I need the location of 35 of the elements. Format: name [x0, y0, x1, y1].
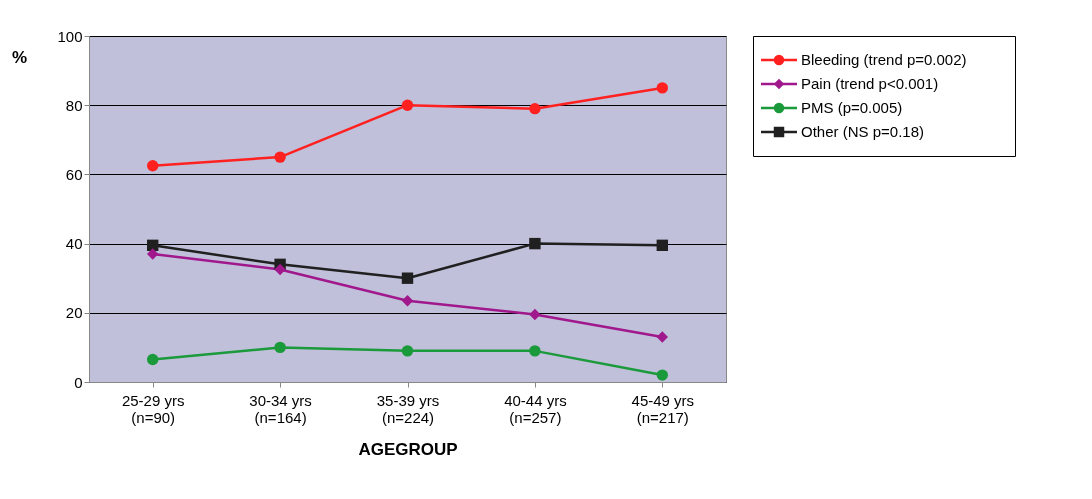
x-tick-label: 40-44 yrs (n=257) [504, 391, 567, 426]
point [529, 345, 541, 357]
x-tick-label: 25-29 yrs (n=90) [121, 391, 185, 426]
x-tick-label: 45-49 yrs (n=217) [631, 391, 695, 426]
point [147, 353, 159, 366]
legend-label: PMS (p=0.005) [801, 99, 903, 116]
point [274, 341, 286, 354]
point [401, 99, 414, 111]
y-tick-label: 20 [65, 304, 83, 322]
y-axis-title: % [11, 47, 28, 67]
legend-label: Other (NS p=0.18) [801, 123, 924, 140]
point [401, 294, 414, 307]
y-tick-label: 80 [65, 96, 83, 114]
point [656, 331, 668, 343]
y-tick-label: 60 [65, 165, 83, 183]
x-tick-label: 30-34 yrs (n=164) [249, 391, 312, 426]
x-axis-title: AGEGROUP [358, 439, 458, 459]
point [529, 308, 541, 321]
point [529, 102, 541, 115]
y-tick-label: 40 [65, 235, 83, 253]
point [147, 248, 159, 260]
legend-label: Bleeding (trend p=0.002) [801, 51, 967, 68]
point [656, 239, 668, 252]
point [401, 272, 414, 284]
x-tick-label: 35-39 yrs (n=224) [376, 391, 440, 426]
y-tick-label: 100 [57, 27, 83, 45]
legend-label: Pain (trend p<0.001) [801, 75, 939, 92]
point [274, 151, 286, 163]
point [656, 369, 668, 381]
point [529, 237, 541, 250]
point [401, 345, 414, 357]
y-tick-label: 0 [74, 373, 83, 391]
point [147, 160, 159, 172]
point [656, 82, 668, 94]
point [274, 263, 286, 276]
